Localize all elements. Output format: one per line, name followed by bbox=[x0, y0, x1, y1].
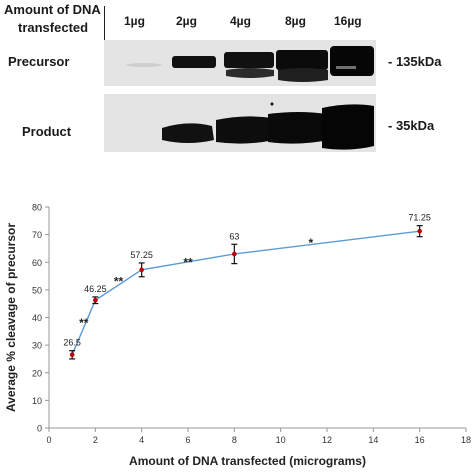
data-label: 46.25 bbox=[84, 284, 107, 294]
precursor-label: Precursor bbox=[8, 54, 70, 69]
chart-series bbox=[69, 225, 423, 360]
data-label: 57.25 bbox=[130, 250, 153, 260]
precursor-band-lane3-lower bbox=[226, 68, 274, 78]
data-point bbox=[69, 352, 75, 358]
x-tick-label: 4 bbox=[139, 435, 144, 445]
product-band-lane5 bbox=[322, 104, 374, 150]
lane-label: 16µg bbox=[334, 14, 362, 28]
x-tick-label: 16 bbox=[415, 435, 425, 445]
precursor-band-lane4 bbox=[276, 50, 328, 70]
precursor-marker: - 135kDa bbox=[388, 54, 442, 69]
precursor-band-lane5-gap bbox=[336, 66, 356, 69]
x-tick-label: 12 bbox=[322, 435, 332, 445]
product-label: Product bbox=[22, 124, 72, 139]
blot-header-line1: Amount of DNA bbox=[4, 2, 101, 17]
x-tick-label: 14 bbox=[368, 435, 378, 445]
y-tick-label: 40 bbox=[32, 313, 42, 323]
precursor-band-lane3 bbox=[224, 52, 274, 68]
chart-axes: 0 10 20 30 40 50 60 70 80 0 2 4 6 8 10 12 14 16 18 Amount o… bbox=[4, 203, 471, 469]
y-tick-label: 20 bbox=[32, 368, 42, 378]
data-point bbox=[139, 267, 144, 273]
data-point bbox=[417, 228, 422, 234]
y-tick-label: 30 bbox=[32, 341, 42, 351]
y-tick-label: 10 bbox=[32, 396, 42, 406]
product-blot-panel bbox=[104, 94, 376, 152]
x-tick-label: 2 bbox=[93, 435, 98, 445]
lane-label: 1µg bbox=[124, 14, 145, 28]
significance-marker: ** bbox=[114, 275, 124, 289]
y-tick-label: 70 bbox=[32, 230, 42, 240]
x-tick-label: 6 bbox=[185, 435, 190, 445]
product-band-lane3 bbox=[216, 116, 274, 144]
y-tick-label: 60 bbox=[32, 258, 42, 268]
precursor-band-lane5 bbox=[330, 46, 374, 76]
significance-marker: * bbox=[308, 236, 313, 250]
data-point bbox=[232, 251, 237, 257]
data-point bbox=[93, 297, 98, 303]
y-axis-title: Average % cleavage of precursor bbox=[4, 223, 18, 412]
precursor-band-lane2 bbox=[172, 56, 216, 68]
lane-label: 8µg bbox=[285, 14, 306, 28]
significance-marker: ** bbox=[79, 316, 89, 330]
x-tick-label: 10 bbox=[276, 435, 286, 445]
precursor-band-lane4-lower bbox=[278, 68, 328, 82]
y-tick-label: 50 bbox=[32, 285, 42, 295]
significance-marker: ** bbox=[183, 255, 193, 269]
product-band-lane4 bbox=[268, 112, 328, 144]
product-band-lane2 bbox=[162, 123, 214, 143]
data-label: 26.5 bbox=[63, 338, 81, 348]
lane-label: 4µg bbox=[230, 14, 251, 28]
y-tick-label: 0 bbox=[37, 424, 42, 434]
lane-label: 2µg bbox=[176, 14, 197, 28]
blot-header-line2: transfected bbox=[18, 20, 89, 35]
blot-header-bracket bbox=[104, 6, 105, 42]
x-tick-label: 18 bbox=[461, 435, 471, 445]
precursor-band-lane1 bbox=[126, 63, 162, 67]
series-line bbox=[71, 230, 420, 356]
product-spot bbox=[270, 102, 274, 106]
data-label: 71.25 bbox=[408, 213, 431, 223]
y-tick-label: 80 bbox=[32, 203, 42, 213]
product-marker: - 35kDa bbox=[388, 118, 435, 133]
precursor-blot-panel bbox=[104, 40, 376, 86]
x-tick-label: 8 bbox=[232, 435, 237, 445]
x-tick-label: 0 bbox=[46, 435, 51, 445]
data-label: 63 bbox=[229, 231, 239, 241]
cleavage-line-chart: 0 10 20 30 40 50 60 70 80 0 2 4 6 8 10 12 14 16 18 Amount o… bbox=[4, 203, 471, 469]
x-axis-title: Amount of DNA transfected (micrograms) bbox=[129, 454, 366, 468]
